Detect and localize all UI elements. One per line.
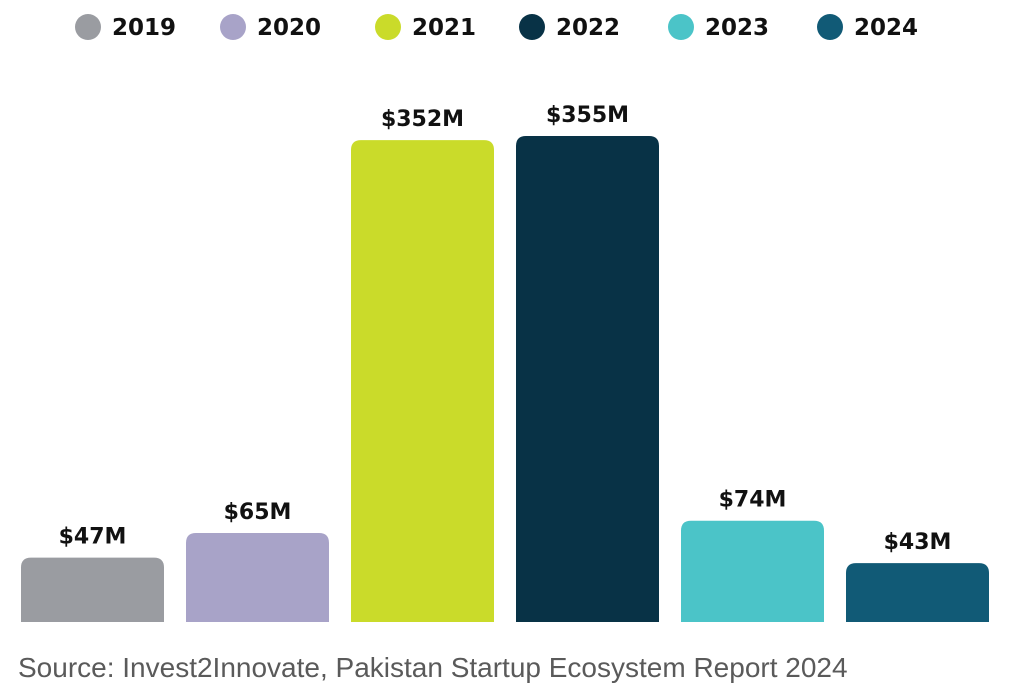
bar-2021 — [351, 140, 494, 622]
value-label-2021: $352M — [381, 107, 464, 132]
legend-swatch-2023 — [668, 14, 694, 40]
bar-2020 — [186, 533, 329, 622]
value-label-2020: $65M — [224, 500, 292, 525]
legend-swatch-2024 — [817, 14, 843, 40]
value-labels: $47M $65M $352M $355M $74M $43M — [59, 103, 952, 555]
legend-swatch-2021 — [375, 14, 401, 40]
source-note: Source: Invest2Innovate, Pakistan Startu… — [18, 652, 848, 683]
bar-2019 — [21, 557, 164, 622]
legend-label-2022: 2022 — [556, 15, 620, 41]
legend-swatch-2020 — [220, 14, 246, 40]
legend: 2019 2020 2021 2022 2023 2024 — [75, 14, 918, 41]
bar-2024 — [846, 563, 989, 622]
legend-label-2021: 2021 — [412, 15, 476, 41]
legend-label-2019: 2019 — [112, 15, 176, 41]
bar-2023 — [681, 520, 824, 622]
bars — [21, 136, 989, 622]
bar-2022 — [516, 136, 659, 622]
legend-label-2020: 2020 — [257, 15, 321, 41]
value-label-2024: $43M — [884, 530, 952, 555]
legend-label-2024: 2024 — [854, 15, 918, 41]
value-label-2019: $47M — [59, 525, 127, 550]
legend-label-2023: 2023 — [705, 15, 769, 41]
legend-swatch-2019 — [75, 14, 101, 40]
legend-swatch-2022 — [519, 14, 545, 40]
value-label-2022: $355M — [546, 103, 629, 128]
value-label-2023: $74M — [719, 488, 787, 513]
